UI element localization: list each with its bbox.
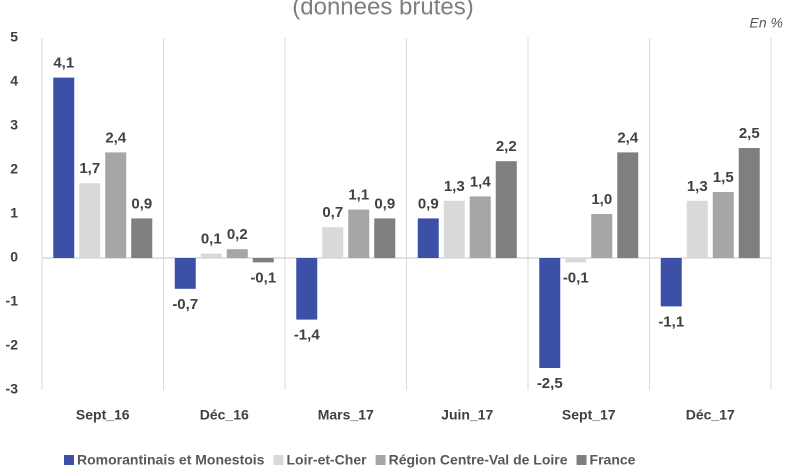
data-label: 1,5 (713, 169, 734, 186)
legend-label: France (590, 452, 636, 468)
data-label: 2,4 (617, 129, 639, 146)
bar (469, 196, 491, 258)
bar (443, 200, 465, 258)
data-label: 4,1 (53, 55, 74, 72)
data-label: 1,1 (348, 187, 369, 204)
bar (374, 218, 396, 258)
data-label: -2,5 (537, 375, 563, 392)
x-tick-label: Sept_16 (76, 407, 130, 423)
data-label: -0,7 (172, 296, 198, 313)
bar (539, 258, 561, 368)
y-tick-label: -2 (6, 337, 19, 353)
data-label: 0,9 (374, 195, 395, 212)
bar (591, 214, 613, 258)
legend-label: Région Centre-Val de Loire (389, 452, 568, 468)
data-label: 0,9 (131, 195, 152, 212)
x-tick-label: Déc_16 (200, 407, 249, 423)
bar (738, 148, 760, 258)
bar (322, 227, 344, 258)
x-tick-label: Déc_17 (686, 407, 735, 423)
data-label: 1,3 (444, 178, 465, 195)
x-tick-label: Mars_17 (318, 407, 374, 423)
x-tick-label: Juin_17 (441, 407, 493, 423)
legend-swatch (64, 455, 74, 465)
bar (712, 192, 734, 258)
legend-label: Loir-et-Cher (286, 452, 367, 468)
data-label: 0,7 (322, 204, 343, 221)
data-label: 2,4 (105, 129, 127, 146)
data-label: 1,3 (687, 178, 708, 195)
y-tick-label: 3 (10, 117, 18, 133)
data-label: 0,9 (418, 195, 439, 212)
unit-label: En % (750, 15, 783, 31)
data-label: 1,4 (470, 173, 492, 190)
bar (495, 161, 517, 258)
y-tick-label: -3 (6, 381, 19, 397)
bar (660, 258, 682, 307)
y-tick-label: 0 (10, 249, 18, 265)
data-label: -0,1 (250, 269, 276, 286)
data-label: -0,1 (563, 269, 589, 286)
bar (348, 209, 370, 258)
y-tick-label: 2 (10, 161, 18, 177)
y-tick-label: 5 (10, 29, 18, 45)
bar (131, 218, 153, 258)
legend-swatch (273, 455, 284, 465)
bar (53, 77, 75, 258)
data-label: 0,2 (227, 226, 248, 243)
bar (617, 152, 639, 258)
y-tick-label: -1 (6, 293, 19, 309)
data-label: 2,5 (739, 125, 760, 142)
y-tick-label: 1 (10, 205, 18, 221)
data-label: 0,1 (201, 231, 222, 248)
data-label: -1,4 (294, 327, 321, 344)
x-tick-label: Sept_17 (562, 407, 616, 423)
data-label: 1,0 (591, 191, 612, 208)
chart-title: (données brutes) (292, 0, 473, 20)
y-tick-label: 4 (10, 73, 18, 89)
data-label: -1,1 (658, 313, 684, 330)
data-label: 1,7 (79, 160, 100, 177)
bar (79, 183, 101, 258)
bar (252, 258, 274, 263)
bar (686, 200, 708, 258)
legend-swatch (576, 455, 587, 465)
bar (226, 249, 248, 258)
bar (200, 253, 222, 258)
bar (296, 258, 318, 320)
legend-label: Romorantinais et Monestois (77, 452, 265, 468)
data-label: 2,2 (496, 138, 517, 155)
bar (417, 218, 439, 258)
bar (105, 152, 127, 258)
bar (565, 258, 587, 263)
legend-swatch (375, 455, 386, 465)
bar (174, 258, 196, 289)
